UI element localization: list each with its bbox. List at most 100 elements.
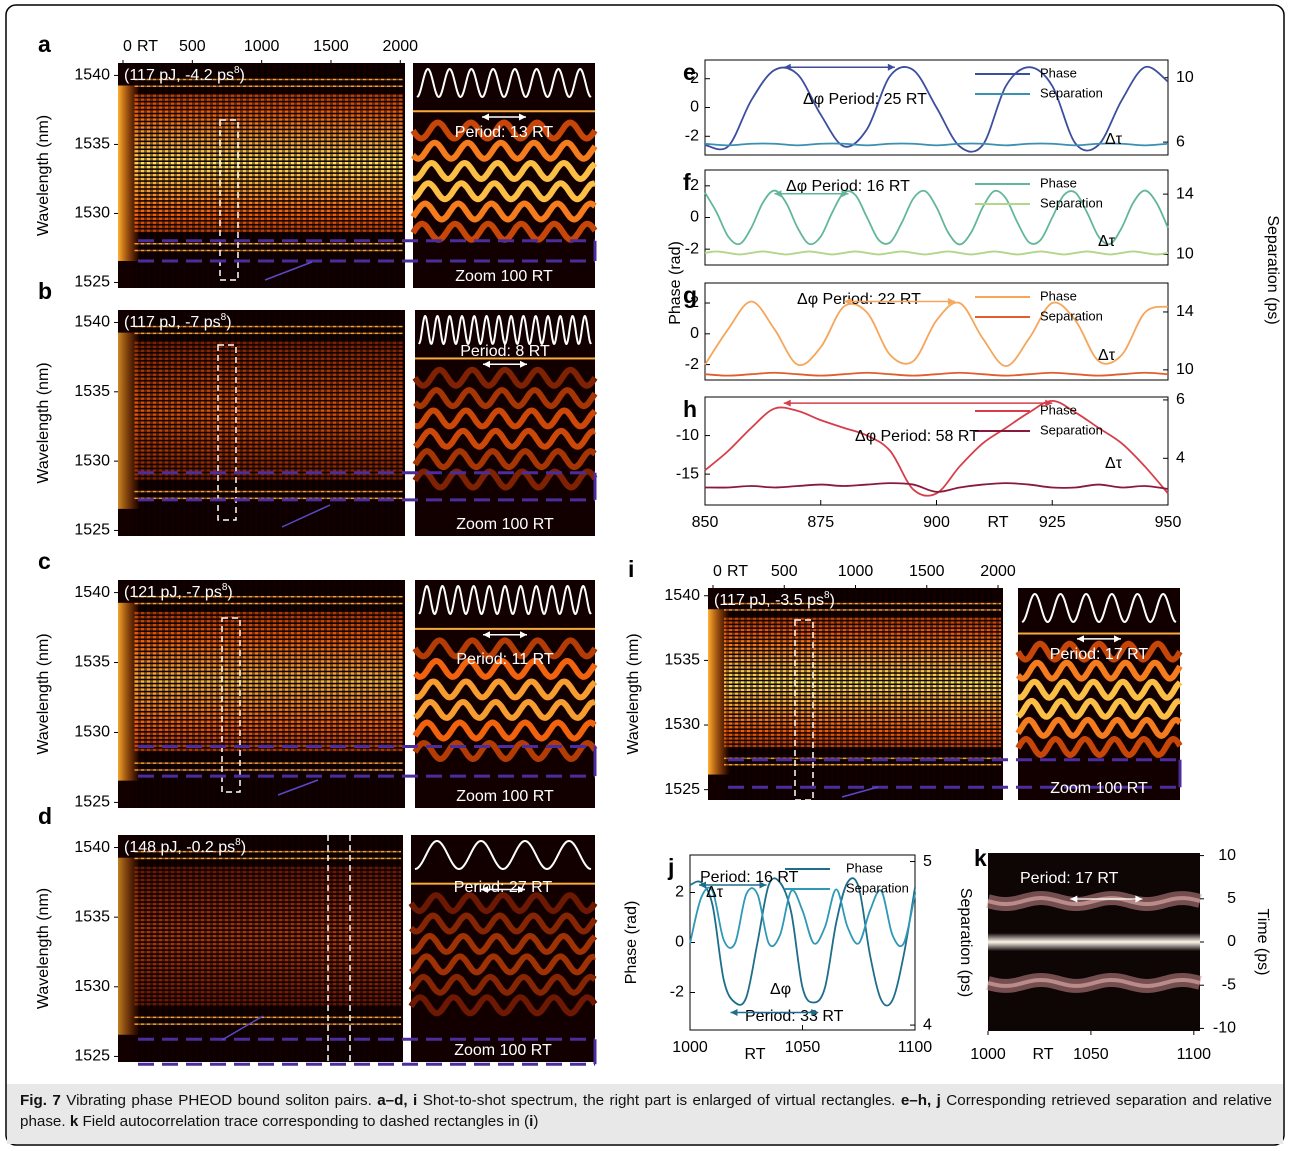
zoom-label: Zoom 100 RT [456, 516, 554, 533]
pulse-parameters-text: (117 pJ, -7 ps [124, 314, 221, 331]
y2-tick-label: 14 [1176, 303, 1194, 320]
zoom-label: Zoom 100 RT [456, 788, 554, 805]
y-tick-label: -15 [676, 465, 699, 482]
x-tick-label: 0 [123, 38, 132, 55]
y2-tick-label: 14 [1176, 185, 1194, 202]
annotation: Δτ [1098, 233, 1116, 250]
y2-tick-label: 10 [1176, 69, 1194, 86]
annotation: Δτ [1105, 131, 1123, 148]
caption-text: a–d, i [377, 1092, 418, 1109]
y-tick-label: 1535 [74, 383, 110, 400]
zoom-line [411, 882, 595, 885]
annotation: Period: 17 RT [1020, 870, 1119, 887]
legend-label: Separation [846, 880, 909, 895]
y-tick-label: 1535 [74, 136, 110, 153]
y-tick-label: 1530 [74, 724, 110, 741]
legend-label: Separation [1040, 308, 1103, 323]
annotation: Period: 33 RT [745, 1008, 844, 1025]
stripe-overlay [134, 835, 401, 1062]
y-axis-label: Wavelength (nm) [35, 115, 52, 236]
spectrum-edge [708, 609, 730, 775]
y2-tick-label: 6 [1176, 133, 1185, 150]
annotation: Period: 16 RT [700, 869, 799, 886]
y-axis-label: Phase (rad) [667, 241, 684, 325]
y-tick-label: 1540 [74, 584, 110, 601]
y-tick-label: 10 [1218, 847, 1236, 864]
y-tick-label: 0 [690, 209, 699, 226]
x-tick-label: 2000 [980, 563, 1016, 580]
y-axis-label: Phase (rad) [623, 901, 640, 985]
x-tick-label: 2000 [382, 38, 418, 55]
zoom-fringe [410, 200, 597, 223]
series-line [704, 482, 1169, 493]
zoom-trace [1021, 592, 1177, 624]
period-label: Period: 11 RT [456, 651, 553, 668]
arrow-head [1114, 635, 1121, 643]
plot-frame [704, 169, 1169, 266]
figure-border [5, 4, 1285, 1146]
x-tick-label: 0 [713, 563, 722, 580]
zoom-fringe [412, 637, 598, 660]
caption-text: Field autocorrelation trace correspondin… [78, 1113, 530, 1130]
x-axis-label: RT [987, 514, 1008, 531]
caption-text: Vibrating phase PHEOD bound soliton pair… [60, 1092, 378, 1109]
selection-box [219, 119, 239, 281]
arrow-head [1135, 895, 1143, 903]
pulse-parameters: (117 pJ, -3.5 ps8) [714, 590, 835, 610]
caption-text: Corresponding retrieved separation and r… [20, 1092, 1272, 1130]
panel-letter: d [38, 803, 52, 829]
pulse-parameters-end: ) [830, 592, 835, 609]
selection-box [221, 617, 241, 793]
y-tick-label: 1525 [74, 274, 110, 291]
legend-label: Separation [1040, 195, 1103, 210]
x-tick-label: 1100 [898, 1039, 933, 1056]
autocorrelation-center [988, 933, 1200, 951]
pulse-parameters-sup: 8 [234, 65, 240, 76]
pulse-parameters-end: ) [227, 584, 232, 601]
y-tick-label: 1530 [74, 452, 110, 469]
zoom-fringe [412, 468, 598, 491]
y-tick-label: 1530 [74, 205, 110, 222]
caption-text: ) [533, 1113, 539, 1130]
x-tick-label: 500 [179, 38, 206, 55]
panel-letter: k [974, 845, 987, 871]
zoom-trace [414, 839, 592, 871]
zoom-fringe [413, 427, 596, 450]
pulse-parameters-sup: 8 [235, 837, 241, 848]
y-tick-label: 1525 [74, 1048, 110, 1065]
arrow-head [483, 360, 490, 368]
zoom-fringe [412, 366, 598, 389]
x-tick-label: 1000 [970, 1046, 1006, 1063]
pointer-arrow [221, 1015, 264, 1041]
y-tick-label: 2 [690, 70, 699, 87]
pulse-parameters-sup: 8 [824, 590, 830, 601]
x-tick-label: 1500 [313, 38, 349, 55]
stripe-overlay [134, 580, 403, 808]
arrow-head [759, 881, 767, 889]
x-tick-label: 1000 [672, 1039, 708, 1056]
x-tick-label: 900 [923, 514, 950, 531]
zoom-label: Zoom 100 RT [1050, 780, 1148, 797]
y-tick-label: 1525 [664, 781, 700, 798]
y-tick-label: 1535 [74, 654, 110, 671]
pointer-arrow [277, 779, 319, 796]
y-tick-label: -2 [670, 984, 684, 1001]
y2-tick-label: 10 [1176, 361, 1194, 378]
zoom-fringe [1015, 736, 1183, 758]
panel-letter: a [38, 31, 51, 57]
y-tick-label: 1540 [74, 314, 110, 331]
arrow-head [699, 881, 706, 889]
plot-frame [704, 396, 1169, 506]
zoom-fringe [1015, 716, 1182, 739]
zoom-fringe [414, 407, 598, 430]
arrow-head [843, 297, 851, 305]
arrow-head [948, 297, 956, 305]
period-label: Period: 13 RT [455, 124, 554, 141]
zoom-fringe [1015, 640, 1183, 663]
y2-tick-label: 6 [1176, 391, 1185, 408]
arrow-head [481, 885, 488, 893]
arrow-head [1070, 895, 1078, 903]
y-tick-label: 0 [690, 325, 699, 342]
y-tick-label: -10 [1213, 1020, 1236, 1037]
